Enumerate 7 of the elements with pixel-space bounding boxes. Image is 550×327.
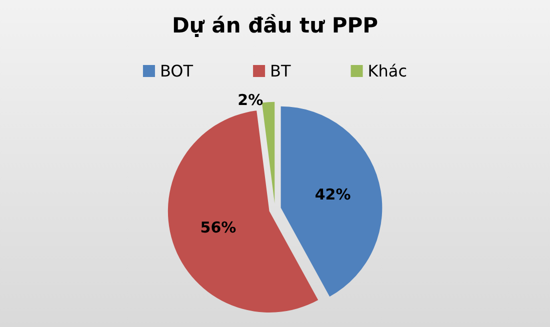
data-label: 56% xyxy=(200,218,236,237)
data-label: 42% xyxy=(314,185,351,204)
chart-title: Dự án đầu tư PPP xyxy=(172,14,378,38)
legend-label: BT xyxy=(270,62,292,80)
data-label: 2% xyxy=(238,91,264,110)
legend-label: Khác xyxy=(368,62,408,80)
legend-label: BOT xyxy=(160,62,194,80)
